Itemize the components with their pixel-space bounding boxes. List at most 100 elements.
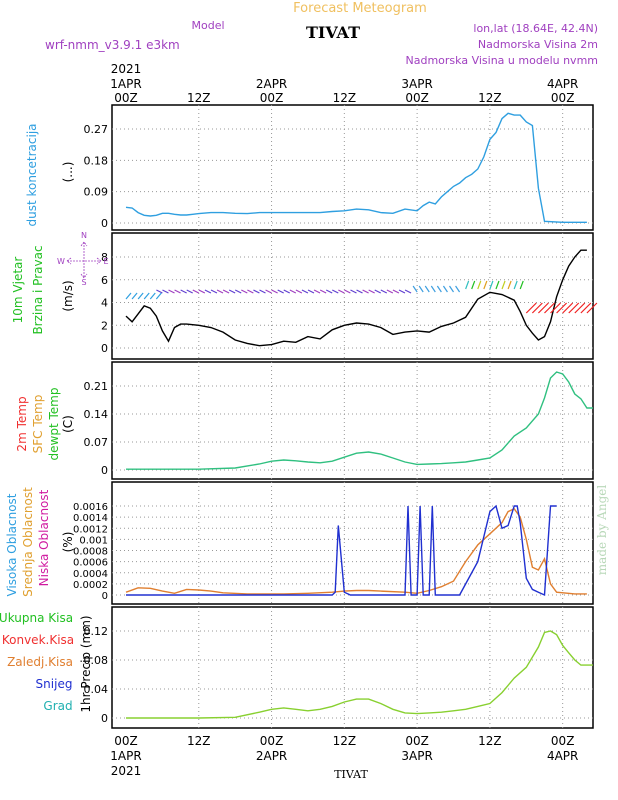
ytick-label: 0 [101, 217, 108, 230]
wind-vector [247, 289, 254, 294]
model-label: Model [191, 19, 224, 32]
wind-vector [392, 289, 400, 294]
wind-vector [174, 289, 181, 294]
wind-vector [531, 302, 543, 314]
wind-vector [210, 289, 218, 294]
precip-ylabel-unit: 1hr Precip (mm) [79, 615, 93, 712]
wind-vector [507, 280, 512, 290]
temp-ylabel: 2m Temp SFC Temp dewpt Temp (C) [15, 388, 75, 461]
wind-vector [380, 289, 388, 294]
panel-dust: 0.27 0.18 0.09 0 [84, 104, 594, 231]
wind-vector [513, 280, 518, 290]
panel-frame [111, 361, 594, 480]
panel-temp: 0.21 0.14 0.07 0 [84, 361, 594, 480]
panel-frame [111, 104, 594, 231]
wind-vector [586, 302, 598, 314]
wind-vector [519, 280, 524, 290]
wind-vector [253, 289, 260, 294]
wind-vector [155, 292, 162, 300]
wind-vector [483, 280, 488, 290]
precip-ylabel: Ukupna Kisa Konvek.Kisa Zaledj.Kisa Snij… [0, 611, 93, 713]
top-date-label: 1APR [110, 77, 141, 91]
top-year: 2021 [111, 62, 142, 76]
wind-vector [550, 302, 561, 314]
wind-vector [216, 289, 224, 294]
wind-vector [125, 292, 132, 300]
ytick-label: 0 [102, 591, 108, 602]
wind-vector [368, 289, 375, 294]
ytick-label: 8 [101, 251, 108, 264]
ytick-label: 0.09 [84, 186, 109, 199]
compass-w: W [57, 257, 65, 266]
wind-vector [162, 289, 169, 294]
bottom-hour-label: 00Z [405, 734, 429, 748]
wind-vector [568, 302, 580, 314]
wind-vector [228, 289, 236, 294]
ytick-label: 0.21 [84, 380, 109, 393]
wind-vector [525, 302, 537, 314]
precip-legend-snow: Snijeg [36, 677, 73, 691]
precip-legend-hail: Grad [43, 699, 72, 713]
lonlat-label: lon,lat (18.64E, 42.4N) [473, 22, 598, 35]
wind-ylabel-2: Brzina i Pravac [31, 245, 45, 334]
wind-vector [222, 289, 230, 294]
wind-vector [186, 289, 193, 294]
series-line-precip-0 [126, 630, 593, 719]
top-hour-label: 00Z [551, 91, 575, 105]
wind-vector [325, 289, 333, 294]
ytick-label: 0.0014 [73, 513, 108, 524]
ytick-label: 0.08 [84, 654, 109, 667]
top-hour-label: 00Z [405, 91, 429, 105]
compass-e: E [103, 257, 108, 266]
bottom-date-label: 1APR [110, 749, 141, 763]
panel-frame [111, 232, 594, 360]
panel-frame [111, 606, 594, 729]
wind-vector [412, 285, 418, 293]
bottom-hour-label: 12Z [478, 734, 502, 748]
precip-legend-total: Ukupna Kisa [0, 611, 73, 625]
wind-vector [442, 285, 448, 293]
wind-vector [332, 289, 339, 294]
top-date-label: 2APR [256, 77, 287, 91]
ytick-label: 0.0006 [73, 558, 108, 569]
bottom-hour-label: 00Z [114, 734, 138, 748]
wind-ylabel-unit: (m/s) [61, 280, 75, 311]
top-date-label: 3APR [401, 77, 432, 91]
wind-vector [495, 280, 500, 290]
compass-arrows [66, 241, 102, 279]
temp-ylabel-dewpt: dewpt Temp [47, 388, 61, 461]
wind-vector [301, 289, 309, 294]
ytick-label: 0 [101, 464, 108, 477]
wind-vector [374, 289, 381, 294]
wind-vector [156, 289, 163, 294]
series-line-cloud-1 [126, 504, 557, 597]
wind-vector [259, 289, 266, 294]
panel-precip: 0.12 0.08 0.04 0 [84, 606, 594, 729]
ytick-label: 0.0004 [73, 569, 108, 580]
cloud-ylabel-low: Niska Oblacnost [37, 489, 51, 586]
bottom-date-label: 4APR [547, 749, 578, 763]
wind-vector [204, 289, 212, 294]
series-line-temp-0 [126, 371, 593, 470]
cloud-ylabel: Visoka Oblacnost Srednja Oblacnost Niska… [5, 487, 75, 597]
ytick-label: 0.001 [79, 535, 108, 546]
wind-vector [436, 285, 442, 293]
panel-frame [111, 481, 594, 605]
wind-vector [313, 289, 321, 294]
wind-vector [398, 289, 406, 294]
wind-vectors [125, 280, 598, 314]
wind-vector [289, 289, 297, 294]
ytick-label: 0.12 [84, 625, 109, 638]
cloud-ylabel-unit: (%) [61, 532, 75, 553]
series-line-dust-0 [125, 112, 587, 224]
elevation-label: Nadmorska Visina 2m [478, 38, 598, 51]
wind-vector [265, 289, 272, 294]
bottom-hour-label: 12Z [187, 734, 211, 748]
temp-ylabel-sfc: SFC Temp [31, 395, 45, 454]
wind-vector [418, 285, 424, 293]
model-name: wrf-nmm_v3.9.1 e3km [45, 38, 180, 52]
top-hour-label: 12Z [187, 91, 211, 105]
ytick-label: 0.14 [84, 408, 109, 421]
